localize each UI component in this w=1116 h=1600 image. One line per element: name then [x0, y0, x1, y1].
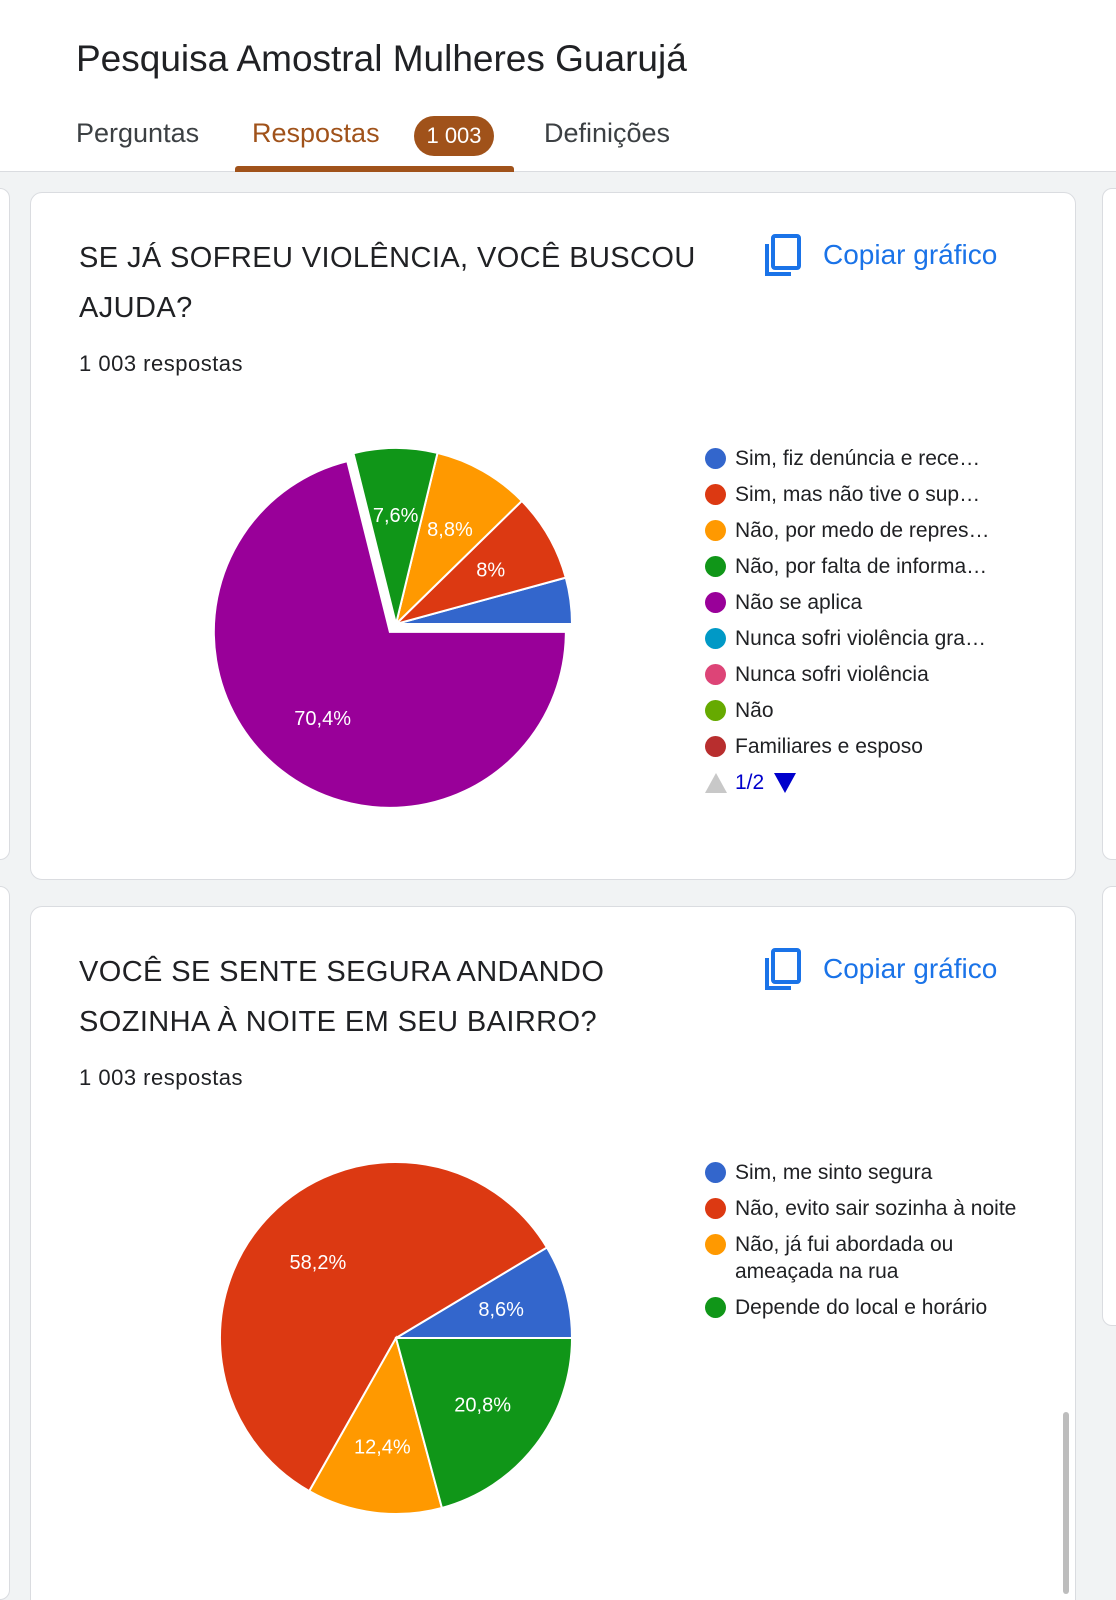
legend-color-dot [705, 1198, 726, 1219]
chart-legend: Sim, me sinto segura Não, evito sair sozi… [705, 1159, 1035, 1330]
legend-label: Sim, mas não tive o sup… [735, 483, 981, 506]
copy-chart-button[interactable]: Copiar gráfico [763, 233, 997, 277]
legend-item: Não, já fui abordada ou ameaçada na rua [705, 1231, 1035, 1285]
legend-color-dot [705, 1297, 726, 1318]
pie-slice-label: 70,4% [294, 708, 351, 730]
legend-label: Sim, me sinto segura [735, 1161, 933, 1184]
form-header: Pesquisa Amostral Mulheres Guarujá Pergu… [0, 0, 1116, 172]
legend-label: Não, evito sair sozinha à noite [735, 1197, 1017, 1220]
legend-label: Não se aplica [735, 591, 863, 614]
legend-color-dot [705, 628, 726, 649]
legend-item: Não, por falta de informa… [705, 553, 1035, 580]
pie-slice-label: 8,6% [478, 1299, 524, 1321]
legend-color-dot [705, 700, 726, 721]
pie-slice-label: 8,8% [427, 519, 473, 541]
legend-item: Sim, me sinto segura [705, 1159, 1035, 1186]
legend-color-dot [705, 592, 726, 613]
tab-questions[interactable]: Perguntas [76, 118, 200, 148]
legend-label: Nunca sofri violência gra… [735, 627, 986, 650]
legend-label: Não, já fui abordada ou ameaçada na rua [735, 1233, 954, 1283]
chart-legend: Sim, fiz denúncia e rece… Sim, mas não ti… [705, 445, 1035, 769]
question-title: SE JÁ SOFREU VIOLÊNCIA, VOCÊ BUSCOU AJUD… [79, 242, 696, 324]
pie-slice-label: 7,6% [373, 505, 419, 527]
copy-chart-label: Copiar gráfico [823, 953, 998, 984]
form-title: Pesquisa Amostral Mulheres Guarujá [76, 38, 687, 79]
pie-slice [394, 1337, 574, 1510]
tab-settings[interactable]: Definições [544, 118, 671, 148]
legend-previous-page-icon[interactable] [705, 773, 727, 793]
pie-chart: 8,6% 58,2% 12,4% 20,8% [219, 1161, 574, 1515]
tab-responses[interactable]: Respostas [252, 118, 380, 148]
legend-color-dot [705, 1234, 726, 1255]
legend-label: Depende do local e horário [735, 1296, 988, 1319]
legend-label: Não, por medo de repres… [735, 519, 990, 542]
legend-label: Não [735, 699, 774, 722]
legend-item: Não se aplica [705, 589, 1035, 616]
question-card: VOCÊ SE SENTE SEGURA ANDANDO SOZINHA À N… [30, 906, 1076, 1600]
responses-count-badge: 1 003 [414, 116, 494, 156]
pie-slice [219, 1161, 549, 1493]
pie-slice [307, 1335, 444, 1515]
pie-slice-label: 8% [476, 560, 505, 582]
response-count: 1 003 respostas [79, 351, 244, 376]
legend-color-dot [705, 556, 726, 577]
pie-slice-label: 20,8% [454, 1394, 511, 1416]
legend-label: Sim, fiz denúncia e rece… [735, 447, 981, 470]
legend-label: Nunca sofri violência [735, 663, 929, 686]
pie-chart: 8%8,8% 7,6% 70,4% [213, 447, 574, 807]
pie-slice-label: 12,4% [354, 1436, 411, 1458]
pie-slice [392, 499, 568, 626]
legend-item: Sim, mas não tive o sup… [705, 481, 1035, 508]
legend-item: Não, por medo de repres… [705, 517, 1035, 544]
legend-item: Nunca sofri violência gra… [705, 625, 1035, 652]
next-card-edge [1102, 886, 1116, 1326]
legend-item: Nunca sofri violência [705, 661, 1035, 688]
legend-label: Familiares e esposo [735, 735, 923, 758]
question-title: VOCÊ SE SENTE SEGURA ANDANDO SOZINHA À N… [79, 956, 605, 1038]
active-tab-indicator [235, 166, 514, 172]
legend-item: Depende do local e horário [705, 1294, 1035, 1321]
scrollbar[interactable] [1063, 1412, 1069, 1594]
pie-slice-label: 58,2% [290, 1252, 347, 1274]
previous-card-edge [0, 886, 10, 1600]
legend-color-dot [705, 520, 726, 541]
legend-page-indicator: 1/2 [735, 771, 765, 794]
previous-card-edge [0, 188, 10, 860]
copy-chart-button[interactable]: Copiar gráfico [763, 947, 997, 991]
legend-color-dot [705, 448, 726, 469]
pie-slice [213, 459, 567, 807]
copy-chart-label: Copiar gráfico [823, 239, 998, 270]
legend-next-page-icon[interactable] [774, 773, 797, 793]
legend-item: Não [705, 697, 1035, 724]
legend-color-dot [705, 736, 726, 757]
pie-slice [352, 447, 439, 625]
copy-icon [765, 234, 801, 276]
legend-color-dot [705, 664, 726, 685]
legend-item: Sim, fiz denúncia e rece… [705, 445, 1035, 472]
legend-label: Não, por falta de informa… [735, 555, 988, 578]
pie-slice [392, 1246, 574, 1339]
copy-icon [765, 948, 801, 990]
legend-color-dot [705, 1162, 726, 1183]
legend-item: Não, evito sair sozinha à noite [705, 1195, 1035, 1222]
next-card-edge [1102, 188, 1116, 860]
response-count: 1 003 respostas [79, 1065, 244, 1090]
legend-color-dot [705, 484, 726, 505]
legend-item: Familiares e esposo [705, 733, 1035, 760]
question-card: SE JÁ SOFREU VIOLÊNCIA, VOCÊ BUSCOU AJUD… [30, 192, 1076, 880]
legend-pager: 1/2 [705, 771, 797, 795]
